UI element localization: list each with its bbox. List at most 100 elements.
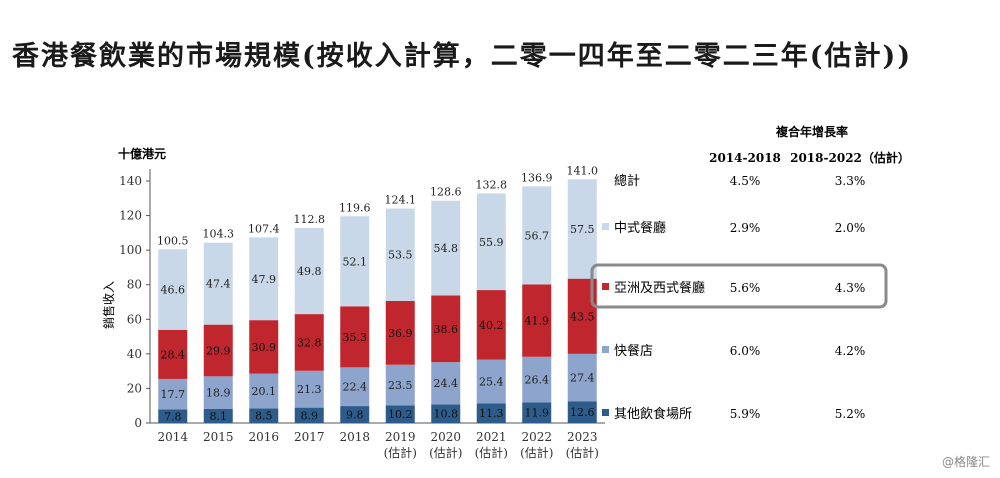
bar-fastfood bbox=[340, 367, 370, 407]
bar-other bbox=[294, 407, 324, 423]
bar-value-label: 43.5 bbox=[570, 310, 595, 323]
bar-value-label: 17.7 bbox=[161, 388, 186, 401]
bar-value-label: 40.2 bbox=[479, 319, 504, 332]
bar-value-label: 30.9 bbox=[252, 341, 277, 354]
bar-other bbox=[567, 401, 597, 423]
legend-swatch-asian_western bbox=[602, 283, 609, 290]
bar-other bbox=[431, 404, 461, 423]
bar-asian_western bbox=[522, 284, 552, 357]
bar-value-label: 18.9 bbox=[206, 387, 231, 400]
bar-asian_western bbox=[249, 320, 279, 374]
bar-other bbox=[203, 408, 233, 423]
bar-fastfood bbox=[249, 373, 279, 409]
bar-value-label: 52.1 bbox=[343, 255, 368, 268]
bar-value-label: 46.6 bbox=[161, 284, 186, 297]
bar-fastfood bbox=[385, 364, 415, 406]
bar-value-label: 35.3 bbox=[343, 331, 368, 344]
bar-value-label: 20.1 bbox=[252, 385, 277, 398]
y-tick-label: 40 bbox=[127, 347, 142, 361]
total-value-label: 141.0 bbox=[567, 164, 599, 177]
cagr-value-1: 5.9% bbox=[730, 407, 761, 421]
x-tick-label: 2017 bbox=[294, 430, 325, 444]
total-value-label: 128.6 bbox=[430, 186, 462, 199]
bar-value-label: 21.3 bbox=[297, 383, 322, 396]
x-tick-label: 2019 bbox=[385, 430, 416, 444]
bar-value-label: 23.5 bbox=[388, 379, 413, 392]
bar-fastfood bbox=[158, 378, 188, 410]
bar-other bbox=[385, 405, 415, 423]
cagr-header: 複合年增長率 bbox=[775, 124, 848, 139]
x-tick-label: 2020 bbox=[430, 430, 461, 444]
bar-value-label: 25.4 bbox=[479, 376, 504, 389]
bar-value-label: 12.6 bbox=[570, 406, 595, 419]
bar-value-label: 57.5 bbox=[570, 223, 595, 236]
unit-label: 十億港元 bbox=[118, 146, 166, 161]
bar-value-label: 11.3 bbox=[479, 407, 504, 420]
x-tick-note: (估計) bbox=[520, 445, 553, 460]
x-tick-note: (估計) bbox=[384, 445, 417, 460]
bar-value-label: 7.8 bbox=[164, 410, 182, 423]
bar-value-label: 54.8 bbox=[434, 242, 459, 255]
legend-swatch-other bbox=[602, 409, 609, 416]
y-tick-label: 60 bbox=[127, 312, 142, 326]
bar-asian_western bbox=[158, 329, 188, 379]
y-tick-label: 20 bbox=[127, 381, 142, 395]
x-tick-note: (估計) bbox=[566, 445, 599, 460]
legend-swatch-chinese bbox=[602, 223, 609, 230]
cagr-col2-header: 2018-2022（估計） bbox=[790, 150, 910, 165]
bar-value-label: 41.9 bbox=[525, 315, 550, 328]
bar-other bbox=[340, 406, 370, 423]
bar-value-label: 10.8 bbox=[434, 408, 459, 421]
y-tick-label: 140 bbox=[119, 174, 142, 188]
cagr-value-1: 4.5% bbox=[730, 174, 761, 188]
x-tick-label: 2022 bbox=[521, 430, 552, 444]
cagr-value-2: 2.0% bbox=[835, 221, 866, 235]
legend-label: 快餐店 bbox=[614, 343, 653, 359]
x-tick-note: (估計) bbox=[429, 445, 462, 460]
bar-value-label: 38.6 bbox=[434, 323, 459, 336]
bar-value-label: 26.4 bbox=[525, 374, 550, 387]
legend-label: 總計 bbox=[614, 173, 640, 189]
bar-chinese bbox=[158, 249, 188, 330]
bar-other bbox=[249, 408, 279, 423]
bar-value-label: 24.4 bbox=[434, 377, 459, 390]
bar-value-label: 9.8 bbox=[346, 409, 364, 422]
bar-value-label: 8.1 bbox=[210, 410, 228, 423]
bar-chinese bbox=[476, 193, 506, 291]
bar-value-label: 53.5 bbox=[388, 249, 413, 262]
bar-value-label: 55.9 bbox=[479, 236, 504, 249]
y-tick-label: 80 bbox=[127, 278, 142, 292]
bar-other bbox=[158, 409, 188, 423]
bar-asian_western bbox=[203, 324, 233, 377]
bar-value-label: 8.5 bbox=[255, 410, 273, 423]
bar-chinese bbox=[249, 237, 279, 321]
bar-chinese bbox=[431, 200, 461, 296]
bar-value-label: 10.2 bbox=[388, 408, 413, 421]
legend-swatch-fastfood bbox=[602, 346, 609, 353]
bar-value-label: 22.4 bbox=[343, 381, 368, 394]
cagr-value-1: 2.9% bbox=[730, 221, 761, 235]
y-tick-label: 120 bbox=[119, 209, 142, 223]
x-tick-label: 2016 bbox=[248, 430, 279, 444]
x-tick-label: 2021 bbox=[476, 430, 507, 444]
bar-chinese bbox=[203, 242, 233, 325]
bar-value-label: 47.4 bbox=[206, 278, 231, 291]
bar-asian_western bbox=[294, 314, 324, 371]
bar-chinese bbox=[385, 208, 415, 301]
total-value-label: 104.3 bbox=[203, 228, 235, 241]
x-tick-label: 2023 bbox=[567, 430, 598, 444]
total-value-label: 124.1 bbox=[385, 193, 417, 206]
cagr-value-2: 4.3% bbox=[835, 281, 866, 295]
cagr-value-2: 5.2% bbox=[835, 407, 866, 421]
bar-fastfood bbox=[294, 370, 324, 408]
cagr-value-2: 4.2% bbox=[835, 344, 866, 358]
bar-fastfood bbox=[476, 359, 506, 404]
bar-fastfood bbox=[567, 353, 597, 402]
bar-asian_western bbox=[476, 290, 506, 360]
bar-chinese bbox=[567, 179, 597, 279]
total-value-label: 119.6 bbox=[339, 201, 371, 214]
bar-fastfood bbox=[431, 362, 461, 405]
legend-label: 其他飲食場所 bbox=[614, 406, 692, 422]
x-tick-label: 2018 bbox=[339, 430, 370, 444]
